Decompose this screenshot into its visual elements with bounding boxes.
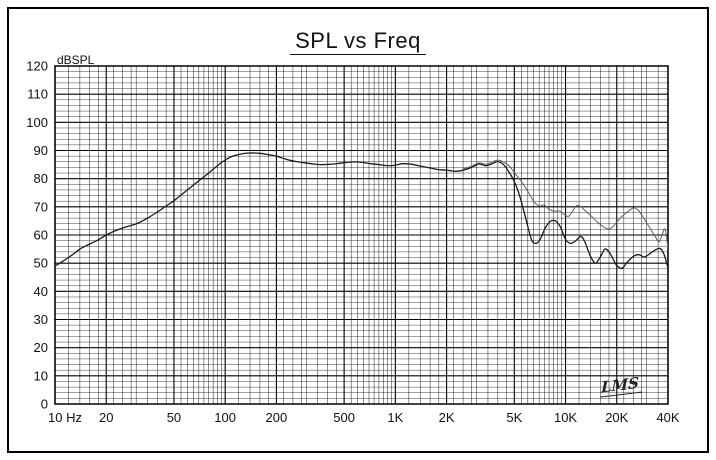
series-curves [55, 152, 668, 269]
y-tick-label: 20 [34, 340, 48, 355]
outer-frame [7, 7, 709, 453]
x-tick-label: 2K [439, 410, 455, 425]
y-axis-unit-label: dBSPL [57, 53, 95, 67]
y-tick-label: 90 [34, 143, 48, 158]
chart-title: SPL vs Freq [0, 28, 716, 55]
x-tick-label: 10 Hz [48, 410, 82, 425]
y-tick-label: 120 [26, 59, 48, 74]
spl-response-main [55, 152, 668, 269]
y-tick-label: 10 [34, 368, 48, 383]
grid [54, 65, 669, 405]
x-tick-label: 10K [554, 410, 577, 425]
x-tick-label: 40K [656, 410, 679, 425]
y-tick-label: 100 [26, 115, 48, 130]
y-tick-label: 0 [41, 397, 48, 412]
x-tick-label: 200 [266, 410, 288, 425]
y-tick-label: 80 [34, 171, 48, 186]
x-axis-tick-labels: 10 Hz 20 50 100 200 500 1K 2K 5K 10K 20K 40K [48, 410, 680, 425]
x-tick-label: 20 [99, 410, 113, 425]
y-tick-label: 110 [27, 87, 48, 102]
plot-border [54, 65, 669, 405]
x-tick-label: 100 [214, 410, 236, 425]
x-tick-label: 20K [605, 410, 628, 425]
x-tick-label: 1K [387, 410, 403, 425]
y-tick-label: 40 [34, 284, 48, 299]
y-axis-tick-labels: 0 10 20 30 40 50 60 70 80 90 100 110 120 [26, 59, 48, 412]
x-tick-label: 5K [506, 410, 522, 425]
x-tick-label: 50 [167, 410, 181, 425]
chart-title-text: SPL vs Freq [290, 28, 426, 55]
y-tick-label: 50 [34, 256, 48, 271]
y-tick-label: 60 [34, 228, 48, 243]
spl-response-secondary [462, 159, 668, 249]
x-tick-label: 500 [333, 410, 355, 425]
y-tick-label: 30 [34, 312, 48, 327]
y-tick-label: 70 [34, 199, 48, 214]
